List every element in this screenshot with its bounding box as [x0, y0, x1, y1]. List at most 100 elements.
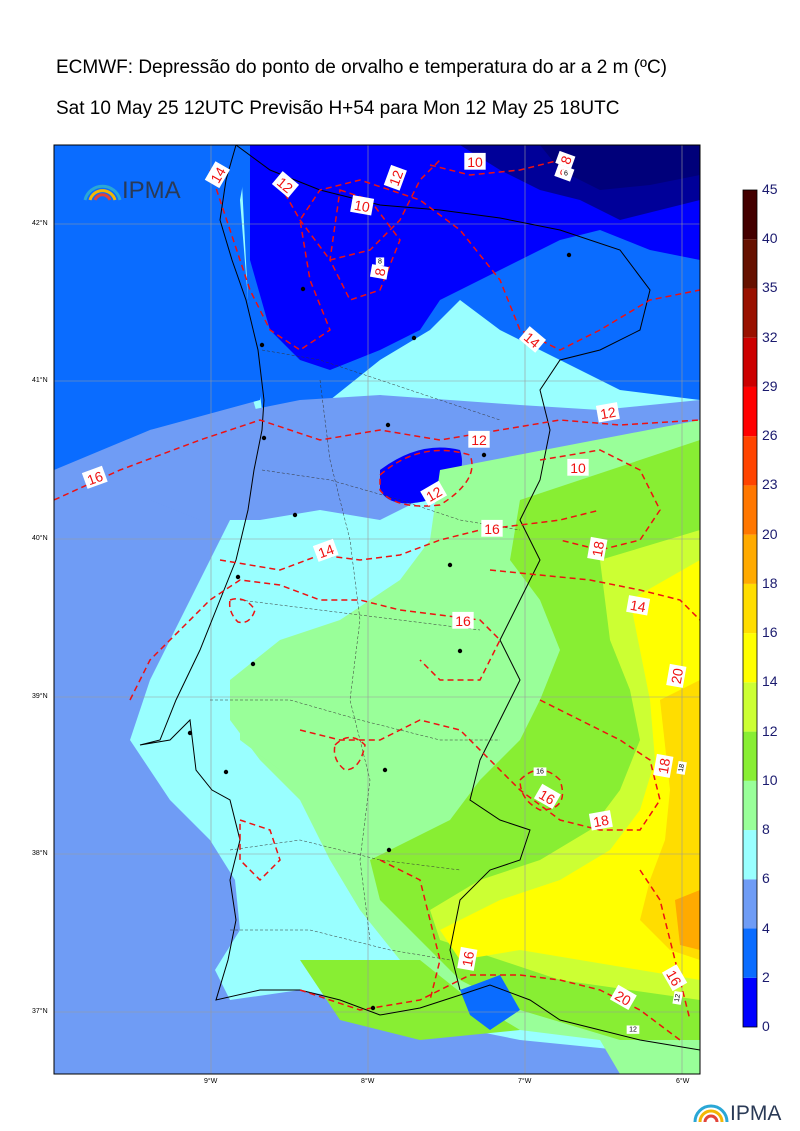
lat-label-40: 40°N	[32, 535, 48, 542]
contour-label: 12	[626, 1025, 640, 1034]
colorbar-swatch	[743, 239, 757, 289]
contour-label: 18	[676, 760, 687, 775]
contour-label: 16	[452, 611, 474, 629]
map-frame	[53, 144, 701, 1075]
colorbar-swatch	[743, 879, 757, 929]
svg-text:16: 16	[455, 613, 471, 629]
contour-label: 16	[457, 946, 478, 971]
footer-logo-text: IPMA	[730, 1102, 782, 1125]
contour-label: 18	[588, 810, 613, 831]
contour-label: 16	[533, 767, 547, 776]
svg-text:18: 18	[678, 763, 686, 772]
svg-text:18: 18	[655, 757, 673, 775]
colorbar-swatch	[743, 977, 757, 1027]
colorbar-swatch	[743, 633, 757, 683]
colorbar-label: 18	[762, 574, 778, 591]
contour-labels: 1412121010888121412121614101618141618161…	[81, 150, 688, 1034]
contour-label: 16	[481, 519, 503, 537]
contour-label: 10	[464, 152, 486, 170]
colorbar-label: 10	[762, 771, 778, 788]
svg-text:14: 14	[207, 164, 229, 186]
colorbar-label: 14	[762, 673, 778, 690]
svg-text:16: 16	[459, 950, 477, 968]
colorbar-label: 0	[762, 1018, 770, 1034]
colorbar-swatch	[743, 190, 757, 240]
svg-text:18: 18	[589, 540, 607, 558]
contour-label: 14	[518, 326, 547, 353]
district-borders	[210, 349, 521, 961]
svg-text:10: 10	[467, 154, 483, 170]
colorbar-label: 26	[762, 427, 778, 444]
svg-text:10: 10	[353, 197, 371, 215]
contour-label: 18	[653, 753, 674, 778]
svg-text:12: 12	[386, 168, 406, 188]
svg-text:18: 18	[592, 812, 610, 830]
lat-label-39: 39°N	[32, 693, 48, 700]
colorbar-swatch	[743, 386, 757, 437]
contour-label: 14	[204, 161, 231, 189]
svg-text:8: 8	[371, 267, 388, 278]
colorbar-label: 12	[762, 722, 778, 739]
contour-label: 16	[533, 783, 561, 810]
contour-label: 20	[666, 663, 687, 688]
colorbar-label: 45	[762, 181, 778, 197]
svg-text:16: 16	[536, 769, 544, 776]
colorbar-swatch	[743, 830, 757, 880]
svg-text:16: 16	[536, 786, 558, 808]
lon-label-9w: 9°W	[204, 1078, 218, 1085]
colorbar-swatch	[743, 928, 757, 978]
colorbar-label: 29	[762, 377, 778, 394]
colorbar-label: 8	[762, 821, 770, 838]
svg-text:8: 8	[378, 259, 382, 266]
footer-logo-icon	[693, 1104, 729, 1123]
colorbar-frame	[742, 189, 758, 1028]
colorbar-swatch	[743, 583, 757, 634]
svg-text:12: 12	[471, 432, 487, 448]
contour-label: 8	[369, 264, 389, 280]
lat-label-41: 41°N	[32, 377, 48, 384]
colorbar-label: 32	[762, 328, 778, 345]
colorbar-swatch	[743, 436, 757, 486]
contour-label: 12	[672, 990, 683, 1005]
contour-label: 8	[555, 150, 576, 169]
contour-label: 12	[468, 430, 490, 448]
lon-label-8w: 8°W	[361, 1078, 375, 1085]
svg-text:14: 14	[316, 541, 336, 561]
lat-label-37: 37°N	[32, 1008, 48, 1015]
contour-label: 10	[567, 458, 589, 476]
colorbar-swatch	[743, 534, 757, 584]
svg-text:12: 12	[674, 993, 682, 1002]
svg-text:16: 16	[484, 521, 500, 537]
contour-label: 12	[383, 164, 407, 191]
contour-label: 8	[375, 257, 385, 266]
colorbar-label: 2	[762, 968, 770, 985]
colorbar-label: 16	[762, 624, 778, 641]
lon-label-7w: 7°W	[518, 1078, 532, 1085]
colorbar-swatch	[743, 337, 757, 387]
ipma-logo-text: IPMA	[122, 177, 181, 204]
svg-text:10: 10	[570, 460, 586, 476]
contour-label: 20	[609, 984, 637, 1011]
svg-text:12: 12	[629, 1027, 637, 1034]
contour-label: 12	[595, 402, 620, 423]
colorbar-swatch	[743, 682, 757, 732]
colorbar-label: 6	[762, 870, 770, 887]
svg-text:14: 14	[629, 597, 647, 615]
colorbar-label: 20	[762, 525, 778, 542]
contour-label: 16	[81, 465, 108, 489]
contour-lines	[54, 159, 700, 1041]
contour-label: 10	[350, 195, 375, 216]
contour-label: 12	[271, 171, 300, 198]
colorbar-label: 23	[762, 476, 778, 493]
colorbar-swatch	[743, 780, 757, 831]
svg-text:20: 20	[668, 667, 686, 685]
contour-label: 14	[312, 538, 339, 562]
svg-text:12: 12	[599, 404, 617, 422]
contour-label: 12	[420, 480, 448, 507]
lat-label-42: 42°N	[32, 220, 48, 227]
coastline	[139, 145, 700, 1051]
contour-label: 14	[626, 595, 651, 616]
svg-text:12: 12	[423, 483, 445, 505]
svg-text:6: 6	[564, 171, 568, 178]
